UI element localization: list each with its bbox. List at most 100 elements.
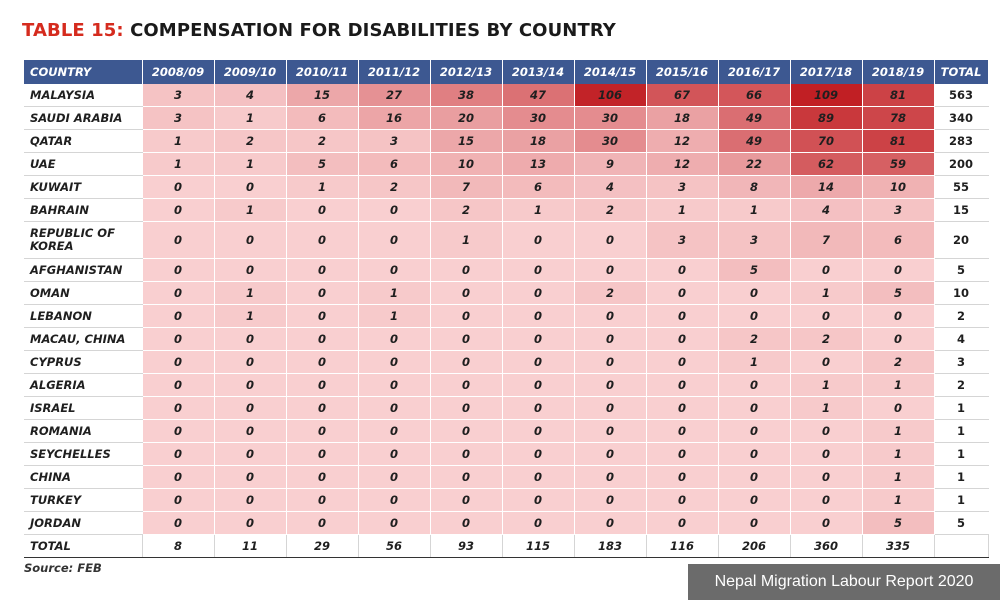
heat-cell: 0: [502, 373, 575, 397]
heat-cell: 1: [286, 175, 359, 199]
row-total-cell: 283: [934, 129, 989, 153]
heat-cell: 30: [574, 106, 647, 130]
country-cell: BAHRAIN: [24, 198, 143, 222]
column-header-total: TOTAL: [934, 60, 989, 84]
column-total-cell: 115: [502, 534, 575, 558]
heat-cell: 47: [502, 84, 575, 107]
heat-cell: 0: [862, 258, 935, 282]
heat-cell: 0: [430, 396, 503, 420]
heat-cell: 0: [142, 258, 215, 282]
heat-cell: 0: [862, 304, 935, 328]
heat-cell: 0: [718, 511, 791, 535]
heat-cell: 0: [574, 396, 647, 420]
heat-cell: 0: [718, 488, 791, 512]
table-title: TABLE 15: COMPENSATION FOR DISABILITIES …: [22, 20, 616, 41]
heat-cell: 0: [502, 488, 575, 512]
heat-cell: 5: [862, 511, 935, 535]
heat-cell: 1: [502, 198, 575, 222]
heat-cell: 0: [646, 304, 719, 328]
heat-cell: 0: [502, 465, 575, 489]
heat-cell: 1: [718, 350, 791, 374]
heat-cell: 106: [574, 84, 647, 107]
country-cell: SEYCHELLES: [24, 442, 143, 466]
heat-cell: 2: [574, 198, 647, 222]
heat-cell: 62: [790, 152, 863, 176]
heat-cell: 0: [214, 327, 287, 351]
heat-cell: 0: [646, 488, 719, 512]
heat-cell: 0: [142, 327, 215, 351]
heat-cell: 3: [862, 198, 935, 222]
report-badge: Nepal Migration Labour Report 2020: [688, 564, 1000, 600]
table-row: MACAU, CHINA 0 0 0 0 0 0 0 0 2 2 0 4: [24, 327, 989, 351]
heat-cell: 0: [142, 373, 215, 397]
heat-cell: 67: [646, 84, 719, 107]
heat-cell: 70: [790, 129, 863, 153]
heat-cell: 2: [790, 327, 863, 351]
heat-cell: 59: [862, 152, 935, 176]
row-total-cell: 15: [934, 198, 989, 222]
table-row: CHINA 0 0 0 0 0 0 0 0 0 0 1 1: [24, 465, 989, 489]
heat-cell: 1: [646, 198, 719, 222]
heat-cell: 1: [790, 396, 863, 420]
country-cell: ISRAEL: [24, 396, 143, 420]
header-row: COUNTRY 2008/09 2009/10 2010/11 2011/12 2012/…: [24, 60, 989, 84]
heat-cell: 0: [502, 281, 575, 305]
country-cell: CYPRUS: [24, 350, 143, 374]
heat-cell: 0: [574, 442, 647, 466]
heat-cell: 1: [214, 304, 287, 328]
heat-cell: 5: [718, 258, 791, 282]
heat-cell: 0: [358, 198, 431, 222]
heat-cell: 0: [286, 281, 359, 305]
row-total-cell: 4: [934, 327, 989, 351]
heat-cell: 0: [430, 350, 503, 374]
heat-cell: 49: [718, 106, 791, 130]
row-total-cell: 10: [934, 281, 989, 305]
heat-cell: 0: [646, 258, 719, 282]
country-cell: ALGERIA: [24, 373, 143, 397]
heat-cell: 0: [286, 419, 359, 443]
heat-cell: 0: [142, 465, 215, 489]
column-header-year: 2014/15: [574, 60, 647, 84]
heat-cell: 0: [358, 221, 431, 259]
heat-cell: 30: [574, 129, 647, 153]
heat-cell: 0: [142, 304, 215, 328]
heat-cell: 0: [502, 304, 575, 328]
heat-cell: 0: [214, 419, 287, 443]
heat-cell: 0: [790, 511, 863, 535]
heat-cell: 0: [214, 442, 287, 466]
heat-cell: 10: [430, 152, 503, 176]
heat-cell: 0: [718, 281, 791, 305]
column-total-cell: 206: [718, 534, 791, 558]
heat-cell: 0: [718, 419, 791, 443]
table-row: LEBANON 0 1 0 1 0 0 0 0 0 0 0 2: [24, 304, 989, 328]
heat-cell: 0: [142, 281, 215, 305]
heat-cell: 1: [214, 106, 287, 130]
heat-cell: 0: [790, 258, 863, 282]
heat-cell: 0: [718, 465, 791, 489]
heat-cell: 7: [790, 221, 863, 259]
heat-cell: 1: [430, 221, 503, 259]
column-header-year: 2016/17: [718, 60, 791, 84]
heat-cell: 0: [574, 465, 647, 489]
table-row: QATAR 1 2 2 3 15 18 30 12 49 70 81 283: [24, 129, 989, 153]
table-row: MALAYSIA 3 4 15 27 38 47 106 67 66 109 81 563: [24, 84, 989, 107]
heat-cell: 1: [142, 152, 215, 176]
heat-cell: 0: [142, 221, 215, 259]
heat-cell: 0: [502, 350, 575, 374]
heat-cell: 0: [142, 442, 215, 466]
heat-cell: 0: [214, 396, 287, 420]
country-cell: UAE: [24, 152, 143, 176]
row-total-cell: 2: [934, 304, 989, 328]
heat-cell: 3: [646, 175, 719, 199]
heat-cell: 0: [358, 465, 431, 489]
row-total-cell: 55: [934, 175, 989, 199]
heat-cell: 0: [646, 281, 719, 305]
row-total-cell: 1: [934, 442, 989, 466]
heat-cell: 20: [430, 106, 503, 130]
heat-cell: 0: [286, 327, 359, 351]
heat-cell: 0: [286, 373, 359, 397]
heat-cell: 0: [286, 304, 359, 328]
heat-cell: 0: [718, 304, 791, 328]
heat-cell: 5: [862, 281, 935, 305]
country-cell: JORDAN: [24, 511, 143, 535]
